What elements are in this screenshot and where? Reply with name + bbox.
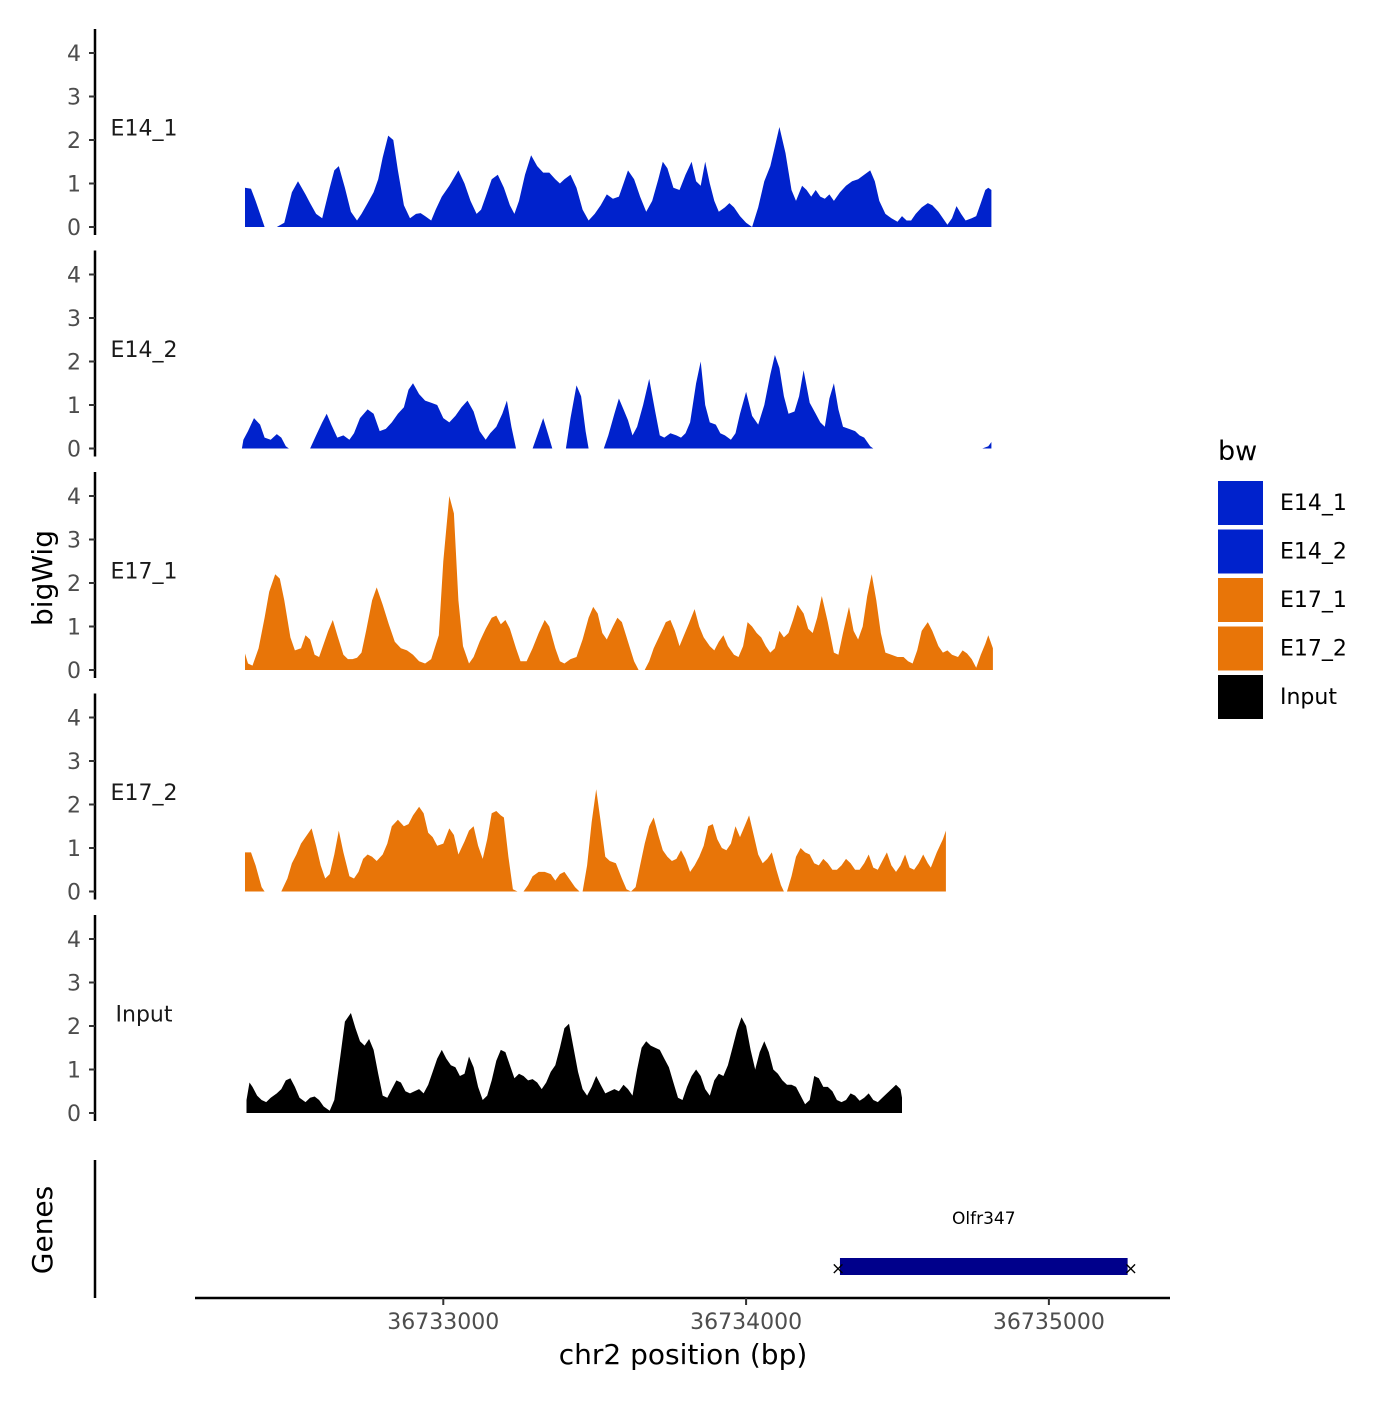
legend-swatch	[1218, 481, 1263, 525]
y-tick-label: 2	[67, 572, 81, 597]
legend-swatch	[1218, 626, 1263, 671]
y-tick-label: 3	[67, 529, 81, 554]
track-label: E14_2	[111, 338, 178, 363]
legend-label: E17_2	[1280, 637, 1347, 662]
y-tick-label: 2	[67, 129, 81, 154]
y-tick-label: 0	[67, 438, 81, 463]
y-tick-label: 2	[67, 351, 81, 376]
strand-marker-right: ×	[1124, 1259, 1138, 1279]
y-tick-label: 4	[67, 264, 81, 289]
genes-panel: × × Olfr347	[93, 1160, 1138, 1298]
legend-label: E17_1	[1280, 588, 1347, 613]
x-axis-title: chr2 position (bp)	[559, 1338, 808, 1371]
track-E14_2: 0 1 2 3 4 E14_2	[67, 250, 992, 463]
x-tick-label: 36734000	[690, 1310, 802, 1335]
legend-swatch	[1218, 578, 1263, 622]
track-E14_1: 0 1 2 3 4 E14_1	[67, 29, 992, 241]
y-tick-label: 4	[67, 42, 81, 67]
y-tick-label: 1	[67, 1059, 81, 1084]
legend-label: E14_2	[1280, 540, 1347, 565]
x-axis: 36733000 36734000 36735000	[195, 1296, 1170, 1335]
track-label: E14_1	[111, 117, 178, 142]
x-tick-label: 36735000	[993, 1310, 1105, 1335]
coverage-area-E17_1	[245, 496, 993, 670]
y-tick-label: 1	[67, 837, 81, 862]
y-tick-label: 2	[67, 794, 81, 819]
track-label: E17_2	[111, 781, 178, 806]
y-tick-label: 2	[67, 1015, 81, 1040]
y-tick-label: 1	[67, 173, 81, 198]
track-E17_1: 0 1 2 3 4 E17_1	[67, 472, 993, 684]
y-tick-label: 1	[67, 616, 81, 641]
legend: bw E14_1 E14_2 E17_1 E17_2 Input	[1218, 436, 1347, 719]
y-tick-label: 3	[67, 972, 81, 997]
strand-marker-left: ×	[831, 1259, 845, 1279]
legend-entry-E17_1: E17_1	[1218, 578, 1347, 622]
coverage-area-E17_2	[245, 789, 946, 892]
gene-Olfr347: × × Olfr347	[831, 1209, 1138, 1279]
legend-entry-E14_2: E14_2	[1218, 529, 1347, 574]
y-tick-label: 0	[67, 1102, 81, 1127]
y-tick-label: 4	[67, 485, 81, 510]
legend-entry-E17_2: E17_2	[1218, 626, 1347, 671]
legend-entry-E14_1: E14_1	[1218, 481, 1347, 525]
x-tick-label: 36733000	[387, 1310, 499, 1335]
coverage-area-Input	[246, 1013, 902, 1113]
coverage-area-E14_2	[241, 355, 992, 449]
y-tick-label: 0	[67, 881, 81, 906]
y-axis-title: bigWig	[26, 530, 59, 626]
y-tick-label: 3	[67, 307, 81, 332]
track-label: E17_1	[111, 560, 178, 585]
track-label: Input	[116, 1003, 173, 1028]
legend-label: Input	[1280, 685, 1337, 710]
legend-entry-Input: Input	[1218, 675, 1337, 719]
gene-label: Olfr347	[952, 1209, 1016, 1229]
coverage-area-E14_1	[245, 127, 992, 227]
legend-label: E14_1	[1280, 491, 1347, 516]
legend-title: bw	[1218, 436, 1257, 467]
y-tick-label: 4	[67, 707, 81, 732]
y-tick-label: 1	[67, 394, 81, 419]
y-tick-label: 3	[67, 86, 81, 111]
track-E17_2: 0 1 2 3 4 E17_2	[67, 693, 946, 906]
tracks-layer: 0 1 2 3 4 E14_1 0 1 2 3 4 E14_2 0 1 2 3 4 E17_1 0 1 2 3 4 E17_2…	[67, 29, 993, 1127]
gene-body	[839, 1258, 1128, 1275]
genes-axis-title: Genes	[26, 1186, 59, 1274]
legend-swatch	[1218, 675, 1263, 719]
track-Input: 0 1 2 3 4 Input	[67, 915, 902, 1127]
legend-entries: E14_1 E14_2 E17_1 E17_2 Input	[1218, 481, 1347, 719]
legend-swatch	[1218, 529, 1263, 574]
y-tick-label: 4	[67, 928, 81, 953]
y-tick-label: 0	[67, 216, 81, 241]
y-tick-label: 3	[67, 750, 81, 775]
y-tick-label: 0	[67, 659, 81, 684]
